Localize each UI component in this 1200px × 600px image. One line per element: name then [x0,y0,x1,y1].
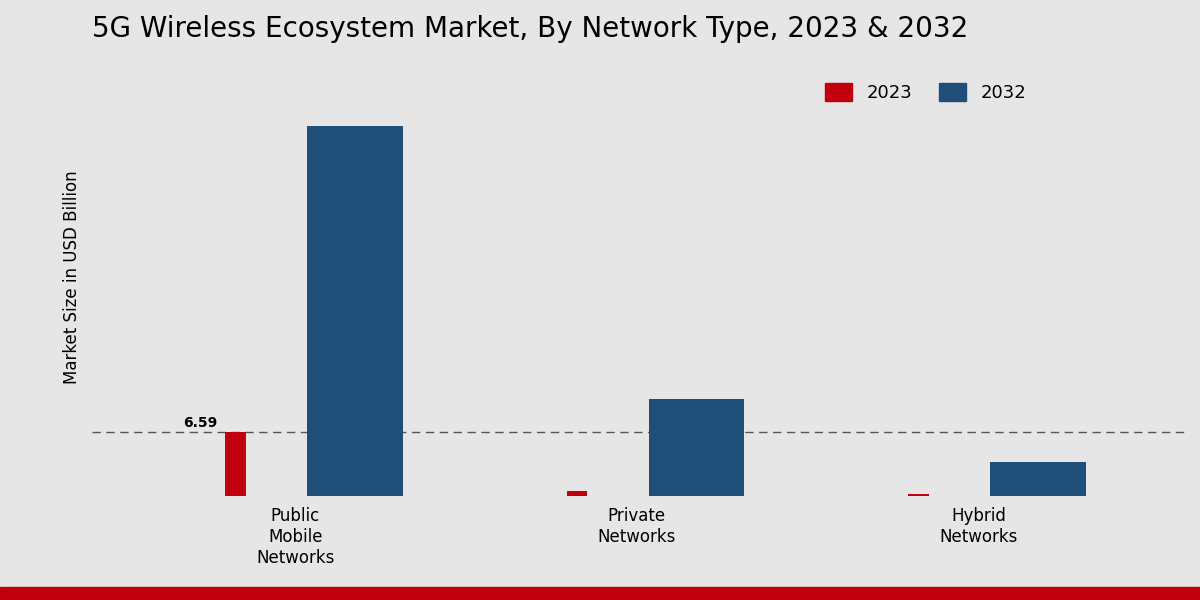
Bar [908,494,929,496]
Bar [566,491,587,496]
Bar [307,126,403,496]
Y-axis label: Market Size in USD Billion: Market Size in USD Billion [62,170,82,384]
Bar [226,432,246,496]
Legend: 2023, 2032: 2023, 2032 [818,76,1034,109]
Bar [990,462,1086,496]
Text: 6.59: 6.59 [182,416,217,430]
Text: 5G Wireless Ecosystem Market, By Network Type, 2023 & 2032: 5G Wireless Ecosystem Market, By Network… [92,15,968,43]
Bar [649,399,744,496]
